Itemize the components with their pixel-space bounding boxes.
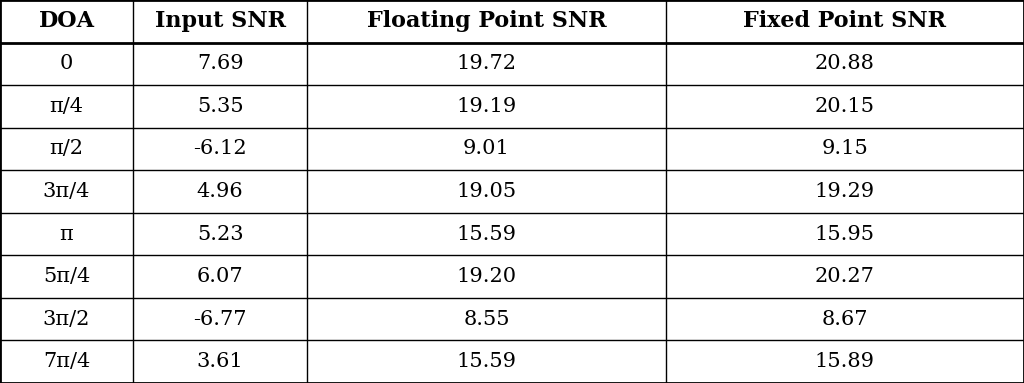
Text: 20.27: 20.27 [815, 267, 874, 286]
Text: π/2: π/2 [49, 139, 84, 159]
Text: 15.59: 15.59 [457, 224, 516, 244]
Text: -6.12: -6.12 [194, 139, 247, 159]
Text: 3.61: 3.61 [197, 352, 244, 371]
Text: 20.88: 20.88 [815, 54, 874, 73]
Text: 19.29: 19.29 [815, 182, 874, 201]
Text: 9.01: 9.01 [463, 139, 510, 159]
Text: 19.72: 19.72 [457, 54, 516, 73]
Text: 7.69: 7.69 [197, 54, 244, 73]
Text: 0: 0 [59, 54, 74, 73]
Text: π/4: π/4 [49, 97, 84, 116]
Text: 7π/4: 7π/4 [43, 352, 90, 371]
Text: Floating Point SNR: Floating Point SNR [367, 10, 606, 32]
Text: 20.15: 20.15 [815, 97, 874, 116]
Text: 5.23: 5.23 [197, 224, 244, 244]
Text: 15.89: 15.89 [815, 352, 874, 371]
Text: 19.05: 19.05 [457, 182, 516, 201]
Text: 19.20: 19.20 [457, 267, 516, 286]
Text: 15.59: 15.59 [457, 352, 516, 371]
Text: 5π/4: 5π/4 [43, 267, 90, 286]
Text: 19.19: 19.19 [457, 97, 516, 116]
Text: 6.07: 6.07 [197, 267, 244, 286]
Text: 8.67: 8.67 [821, 310, 868, 329]
Text: 4.96: 4.96 [197, 182, 244, 201]
Text: π: π [59, 224, 74, 244]
Text: 3π/4: 3π/4 [43, 182, 90, 201]
Text: Input SNR: Input SNR [155, 10, 286, 32]
Text: Fixed Point SNR: Fixed Point SNR [743, 10, 946, 32]
Text: -6.77: -6.77 [194, 310, 247, 329]
Text: 15.95: 15.95 [815, 224, 874, 244]
Text: 5.35: 5.35 [197, 97, 244, 116]
Text: 8.55: 8.55 [463, 310, 510, 329]
Text: 9.15: 9.15 [821, 139, 868, 159]
Text: 3π/2: 3π/2 [43, 310, 90, 329]
Text: DOA: DOA [39, 10, 94, 32]
